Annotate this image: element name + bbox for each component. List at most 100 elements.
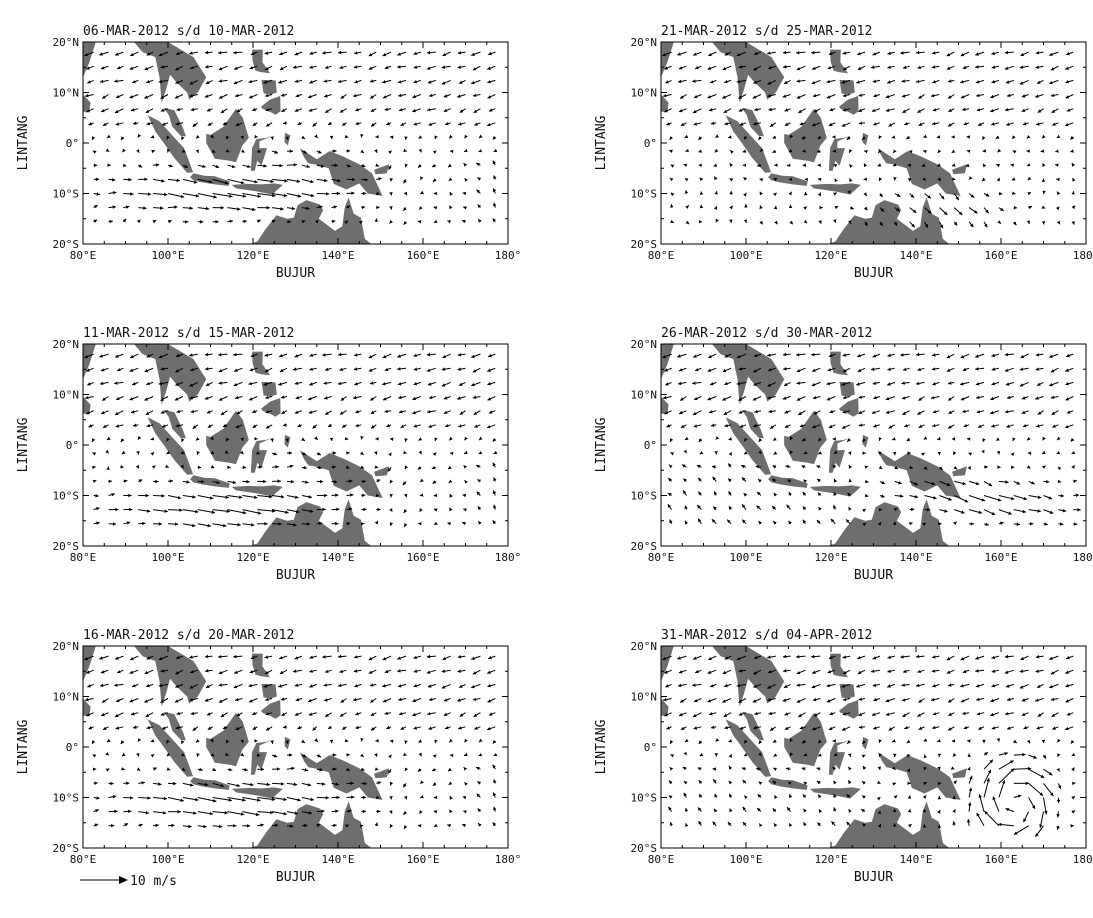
y-tick-label: 10°S [53, 792, 80, 805]
y-tick-label: 10°S [53, 188, 80, 201]
panel-title: 31-MAR-2012 s/d 04-APR-2012 [661, 628, 872, 643]
map-area [660, 646, 1086, 858]
x-tick-label: 100°E [729, 853, 762, 866]
y-tick-label: 20°S [631, 540, 658, 553]
y-tick-label: 20°N [53, 36, 80, 49]
x-tick-label: 120°E [236, 249, 269, 262]
y-tick-label: 0° [644, 439, 657, 452]
y-axis-label: LINTANG [16, 115, 31, 170]
y-tick-label: 10°N [53, 691, 80, 704]
y-tick-label: 20°N [631, 36, 658, 49]
y-tick-label: 20°S [631, 842, 658, 855]
y-tick-label: 10°S [631, 490, 658, 503]
x-tick-label: 180° [1073, 853, 1093, 866]
x-tick-label: 180° [495, 853, 522, 866]
x-tick-label: 140°E [899, 853, 932, 866]
y-axis-label: LINTANG [16, 719, 31, 774]
x-tick-label: 100°E [151, 551, 184, 564]
x-tick-label: 140°E [321, 551, 354, 564]
x-tick-label: 120°E [814, 551, 847, 564]
y-tick-label: 10°N [631, 87, 658, 100]
y-tick-label: 20°S [53, 842, 80, 855]
y-tick-label: 0° [66, 137, 79, 150]
philippines-visayas-land [840, 382, 855, 397]
x-tick-label: 180° [1073, 249, 1093, 262]
y-axis-label: LINTANG [594, 417, 609, 472]
y-tick-label: 20°S [53, 238, 80, 251]
x-tick-label: 140°E [321, 853, 354, 866]
x-axis-label: BUJUR [854, 266, 893, 281]
philippines-visayas-land [840, 80, 855, 95]
map-area [82, 344, 508, 556]
x-tick-label: 160°E [406, 551, 439, 564]
x-tick-label: 140°E [899, 551, 932, 564]
y-axis-label: LINTANG [594, 115, 609, 170]
y-tick-label: 10°N [631, 389, 658, 402]
x-tick-label: 120°E [814, 249, 847, 262]
reference-vector: 10 m/s [80, 874, 177, 889]
panel-title: 11-MAR-2012 s/d 15-MAR-2012 [83, 326, 294, 341]
x-tick-label: 120°E [236, 551, 269, 564]
x-tick-label: 100°E [151, 249, 184, 262]
x-tick-label: 160°E [984, 551, 1017, 564]
map-area [660, 344, 1086, 556]
y-tick-label: 0° [644, 137, 657, 150]
y-tick-label: 20°S [53, 540, 80, 553]
y-tick-label: 0° [644, 741, 657, 754]
philippines-visayas-land [262, 80, 277, 95]
x-tick-label: 100°E [729, 551, 762, 564]
y-tick-label: 10°N [631, 691, 658, 704]
x-tick-label: 180° [495, 249, 522, 262]
x-tick-label: 140°E [899, 249, 932, 262]
y-tick-label: 10°S [53, 490, 80, 503]
x-tick-label: 160°E [406, 249, 439, 262]
y-tick-label: 20°N [631, 640, 658, 653]
reference-vector-label: 10 m/s [130, 874, 177, 889]
y-tick-label: 10°S [631, 188, 658, 201]
x-axis-label: BUJUR [276, 568, 315, 583]
panel-title: 21-MAR-2012 s/d 25-MAR-2012 [661, 24, 872, 39]
x-tick-label: 180° [1073, 551, 1093, 564]
y-axis-label: LINTANG [594, 719, 609, 774]
y-tick-label: 20°S [631, 238, 658, 251]
philippines-visayas-land [840, 684, 855, 699]
y-tick-label: 20°N [53, 338, 80, 351]
y-tick-label: 0° [66, 741, 79, 754]
x-tick-label: 120°E [814, 853, 847, 866]
map-area [82, 646, 508, 858]
x-axis-label: BUJUR [276, 870, 315, 885]
x-tick-label: 160°E [984, 249, 1017, 262]
philippines-visayas-land [262, 382, 277, 397]
y-tick-label: 20°N [53, 640, 80, 653]
y-tick-label: 20°N [631, 338, 658, 351]
y-tick-label: 10°S [631, 792, 658, 805]
y-tick-label: 0° [66, 439, 79, 452]
y-axis-label: LINTANG [16, 417, 31, 472]
philippines-visayas-land [262, 684, 277, 699]
map-area [82, 42, 508, 254]
x-tick-label: 100°E [729, 249, 762, 262]
x-tick-label: 160°E [984, 853, 1017, 866]
y-tick-label: 10°N [53, 389, 80, 402]
panel-title: 26-MAR-2012 s/d 30-MAR-2012 [661, 326, 872, 341]
panel-title: 16-MAR-2012 s/d 20-MAR-2012 [83, 628, 294, 643]
panel-title: 06-MAR-2012 s/d 10-MAR-2012 [83, 24, 294, 39]
x-tick-label: 100°E [151, 853, 184, 866]
map-area [660, 42, 1086, 254]
x-tick-label: 160°E [406, 853, 439, 866]
x-axis-label: BUJUR [854, 870, 893, 885]
reference-arrow-head [119, 876, 128, 884]
x-tick-label: 180° [495, 551, 522, 564]
y-tick-label: 10°N [53, 87, 80, 100]
x-tick-label: 140°E [321, 249, 354, 262]
x-tick-label: 120°E [236, 853, 269, 866]
x-axis-label: BUJUR [854, 568, 893, 583]
